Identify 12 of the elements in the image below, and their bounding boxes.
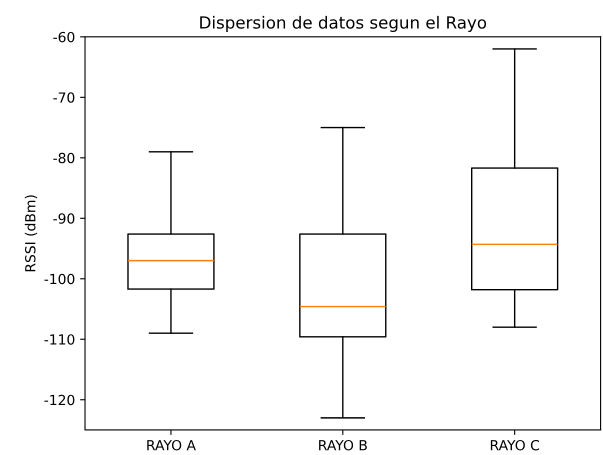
y-tick-label: -120 — [44, 394, 74, 406]
y-axis-title: RSSI (dBm) — [24, 195, 38, 272]
y-tick-label: -110 — [44, 334, 74, 345]
y-tick-label: -60 — [53, 32, 74, 42]
y-tick-label: -80 — [53, 152, 74, 164]
y-tick-label: -90 — [53, 213, 74, 224]
x-tick-label: RAYO B — [319, 440, 367, 450]
y-tick-label: -100 — [44, 274, 74, 284]
x-tick-label: RAYO C — [490, 440, 540, 450]
x-tick-label: RAYO A — [147, 440, 196, 450]
chart-title: Dispersion de datos segun el Rayo — [200, 16, 486, 32]
y-tick-label: -70 — [53, 92, 74, 103]
